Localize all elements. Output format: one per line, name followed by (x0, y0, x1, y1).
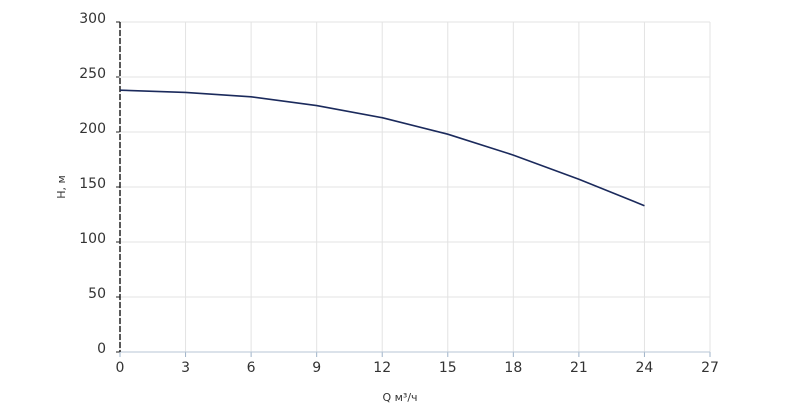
x-tick-label: 9 (312, 360, 321, 376)
x-axis-label: Q м³/ч (382, 391, 417, 404)
x-tick-label: 27 (701, 360, 719, 376)
y-tick-label: 0 (97, 341, 106, 357)
x-tick-label: 21 (570, 360, 588, 376)
x-tick-label: 3 (181, 360, 190, 376)
x-tick-label: 0 (116, 360, 125, 376)
y-axis-label: H, м (55, 175, 68, 199)
x-tick-label: 18 (504, 360, 522, 376)
y-tick-label: 50 (88, 286, 106, 302)
x-tick-label: 15 (439, 360, 457, 376)
y-tick-label: 300 (79, 11, 106, 27)
y-tick-label: 100 (79, 231, 106, 247)
y-tick-label: 150 (79, 176, 106, 192)
curve (119, 89, 645, 207)
x-tick-label: 12 (373, 360, 391, 376)
y-tick-label: 250 (79, 66, 106, 82)
y-tick-label: 200 (79, 121, 106, 137)
x-tick-label: 6 (247, 360, 256, 376)
x-tick-label: 24 (636, 360, 654, 376)
